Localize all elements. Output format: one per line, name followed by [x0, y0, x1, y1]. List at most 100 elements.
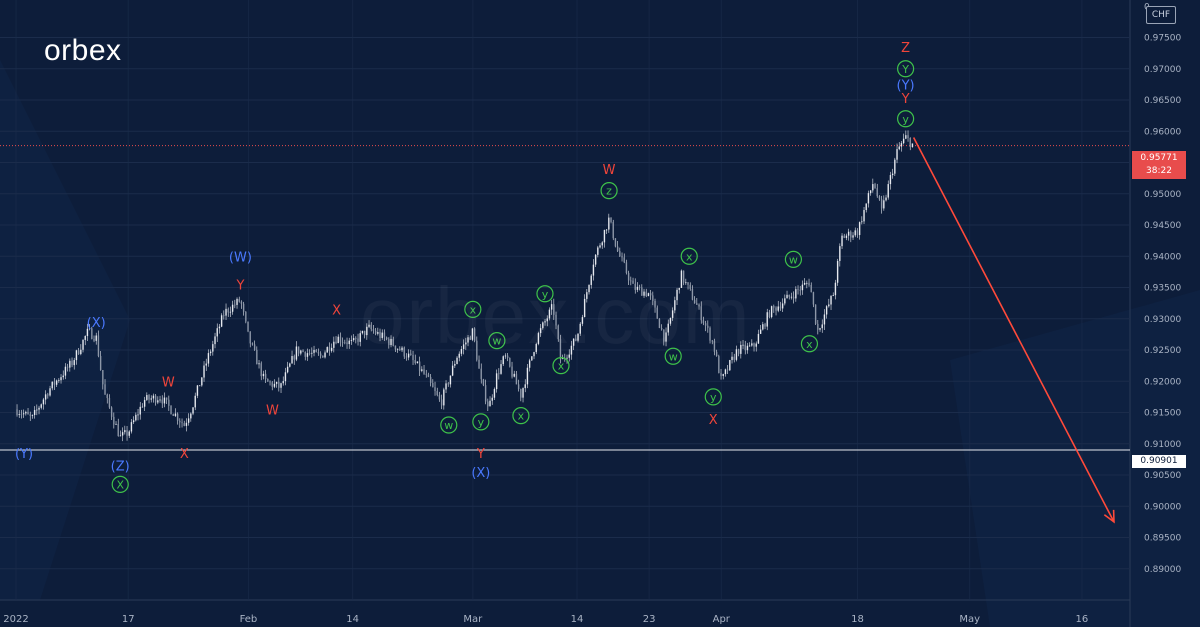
candle-body	[121, 432, 124, 436]
wave-label: w	[492, 335, 501, 348]
candle-body	[108, 398, 111, 408]
candle-body	[907, 135, 909, 138]
candle-body	[601, 242, 603, 246]
wave-label: y	[478, 416, 485, 429]
candle-body	[113, 416, 115, 425]
candle-body	[597, 247, 599, 255]
candle-body	[91, 328, 93, 340]
wave-label-circle	[552, 357, 570, 375]
candle-body	[476, 340, 478, 360]
candle-body	[427, 374, 430, 377]
candle-body	[42, 399, 45, 405]
candle-body	[885, 197, 887, 201]
candle-body	[66, 366, 69, 368]
wave-label: (W)	[229, 250, 252, 265]
candle-body	[117, 423, 119, 436]
x-tick-label: 14	[346, 614, 359, 625]
candle-body	[792, 296, 795, 299]
candle-body	[102, 370, 104, 385]
candle-body	[599, 245, 601, 248]
wave-label-circle	[704, 388, 722, 406]
candle-body	[511, 366, 513, 377]
candle-body	[64, 366, 67, 376]
candle-body	[583, 298, 586, 318]
candle-body	[38, 407, 40, 410]
candle-body	[861, 221, 863, 223]
wave-label: Y	[901, 92, 910, 107]
candle-body	[181, 422, 183, 424]
candle-body	[520, 389, 522, 398]
bg-shape	[0, 60, 130, 600]
candle-body	[418, 361, 421, 371]
candle-body	[330, 347, 333, 351]
x-tick-label: 18	[851, 614, 864, 625]
candle-body	[469, 337, 471, 340]
candle-body	[141, 406, 144, 408]
wave-label: x	[686, 250, 693, 263]
candle-body	[317, 352, 320, 354]
candle-body	[313, 349, 315, 353]
candle-body	[462, 344, 465, 350]
candle-body	[403, 347, 405, 357]
candle-body	[702, 320, 705, 324]
candle-body	[449, 375, 452, 385]
candle-body	[379, 332, 381, 338]
candle-body	[348, 340, 350, 345]
wave-label: X	[180, 447, 189, 462]
wave-label: y	[902, 113, 909, 126]
candle-body	[291, 356, 293, 364]
candle-body	[60, 377, 62, 381]
candle-body	[623, 257, 625, 263]
x-tick-label: 2022	[3, 614, 28, 625]
wave-label-circle	[472, 413, 490, 431]
candle-body	[696, 303, 698, 305]
candle-body	[638, 286, 641, 288]
candle-body	[843, 235, 845, 238]
candle-body	[660, 327, 663, 330]
candle-body	[555, 314, 557, 326]
candle-body	[557, 325, 559, 340]
candle-body	[852, 235, 854, 238]
candle-body	[236, 298, 238, 305]
candle-body	[784, 298, 786, 304]
candle-body	[425, 373, 427, 375]
candle-body	[766, 312, 768, 327]
candle-body	[271, 382, 273, 387]
candle-body	[614, 238, 617, 247]
x-tick-label: Feb	[240, 614, 258, 625]
candle-body	[132, 420, 135, 423]
candle-body	[161, 399, 163, 404]
candle-body	[150, 398, 152, 400]
candle-body	[216, 328, 218, 337]
candle-body	[830, 295, 832, 305]
candle-body	[691, 288, 694, 300]
candle-body	[759, 329, 762, 334]
wave-label: w	[789, 253, 798, 266]
candle-body	[821, 324, 823, 329]
forecast-arrow[interactable]	[912, 137, 1115, 523]
candle-body	[414, 360, 416, 364]
wave-label-circle	[600, 182, 618, 200]
candle-body	[858, 222, 861, 236]
candle-body	[225, 308, 227, 316]
candle-body	[170, 405, 172, 415]
candle-body	[790, 296, 793, 298]
candle-body	[643, 291, 645, 296]
candle-body	[526, 367, 529, 385]
candle-body	[359, 333, 361, 342]
candle-body	[693, 299, 696, 304]
candle-body	[410, 353, 412, 356]
candle-body	[49, 388, 51, 396]
currency-unit-badge[interactable]: CHF	[1146, 6, 1176, 24]
candle-body	[269, 381, 271, 383]
candle-body	[372, 329, 375, 331]
candle-body	[55, 380, 58, 385]
candle-body	[218, 326, 221, 329]
candle-body	[537, 333, 540, 344]
wave-label: Z	[901, 41, 910, 56]
candle-body	[390, 338, 392, 346]
candle-body	[718, 356, 720, 374]
wave-label-circle	[680, 247, 698, 265]
